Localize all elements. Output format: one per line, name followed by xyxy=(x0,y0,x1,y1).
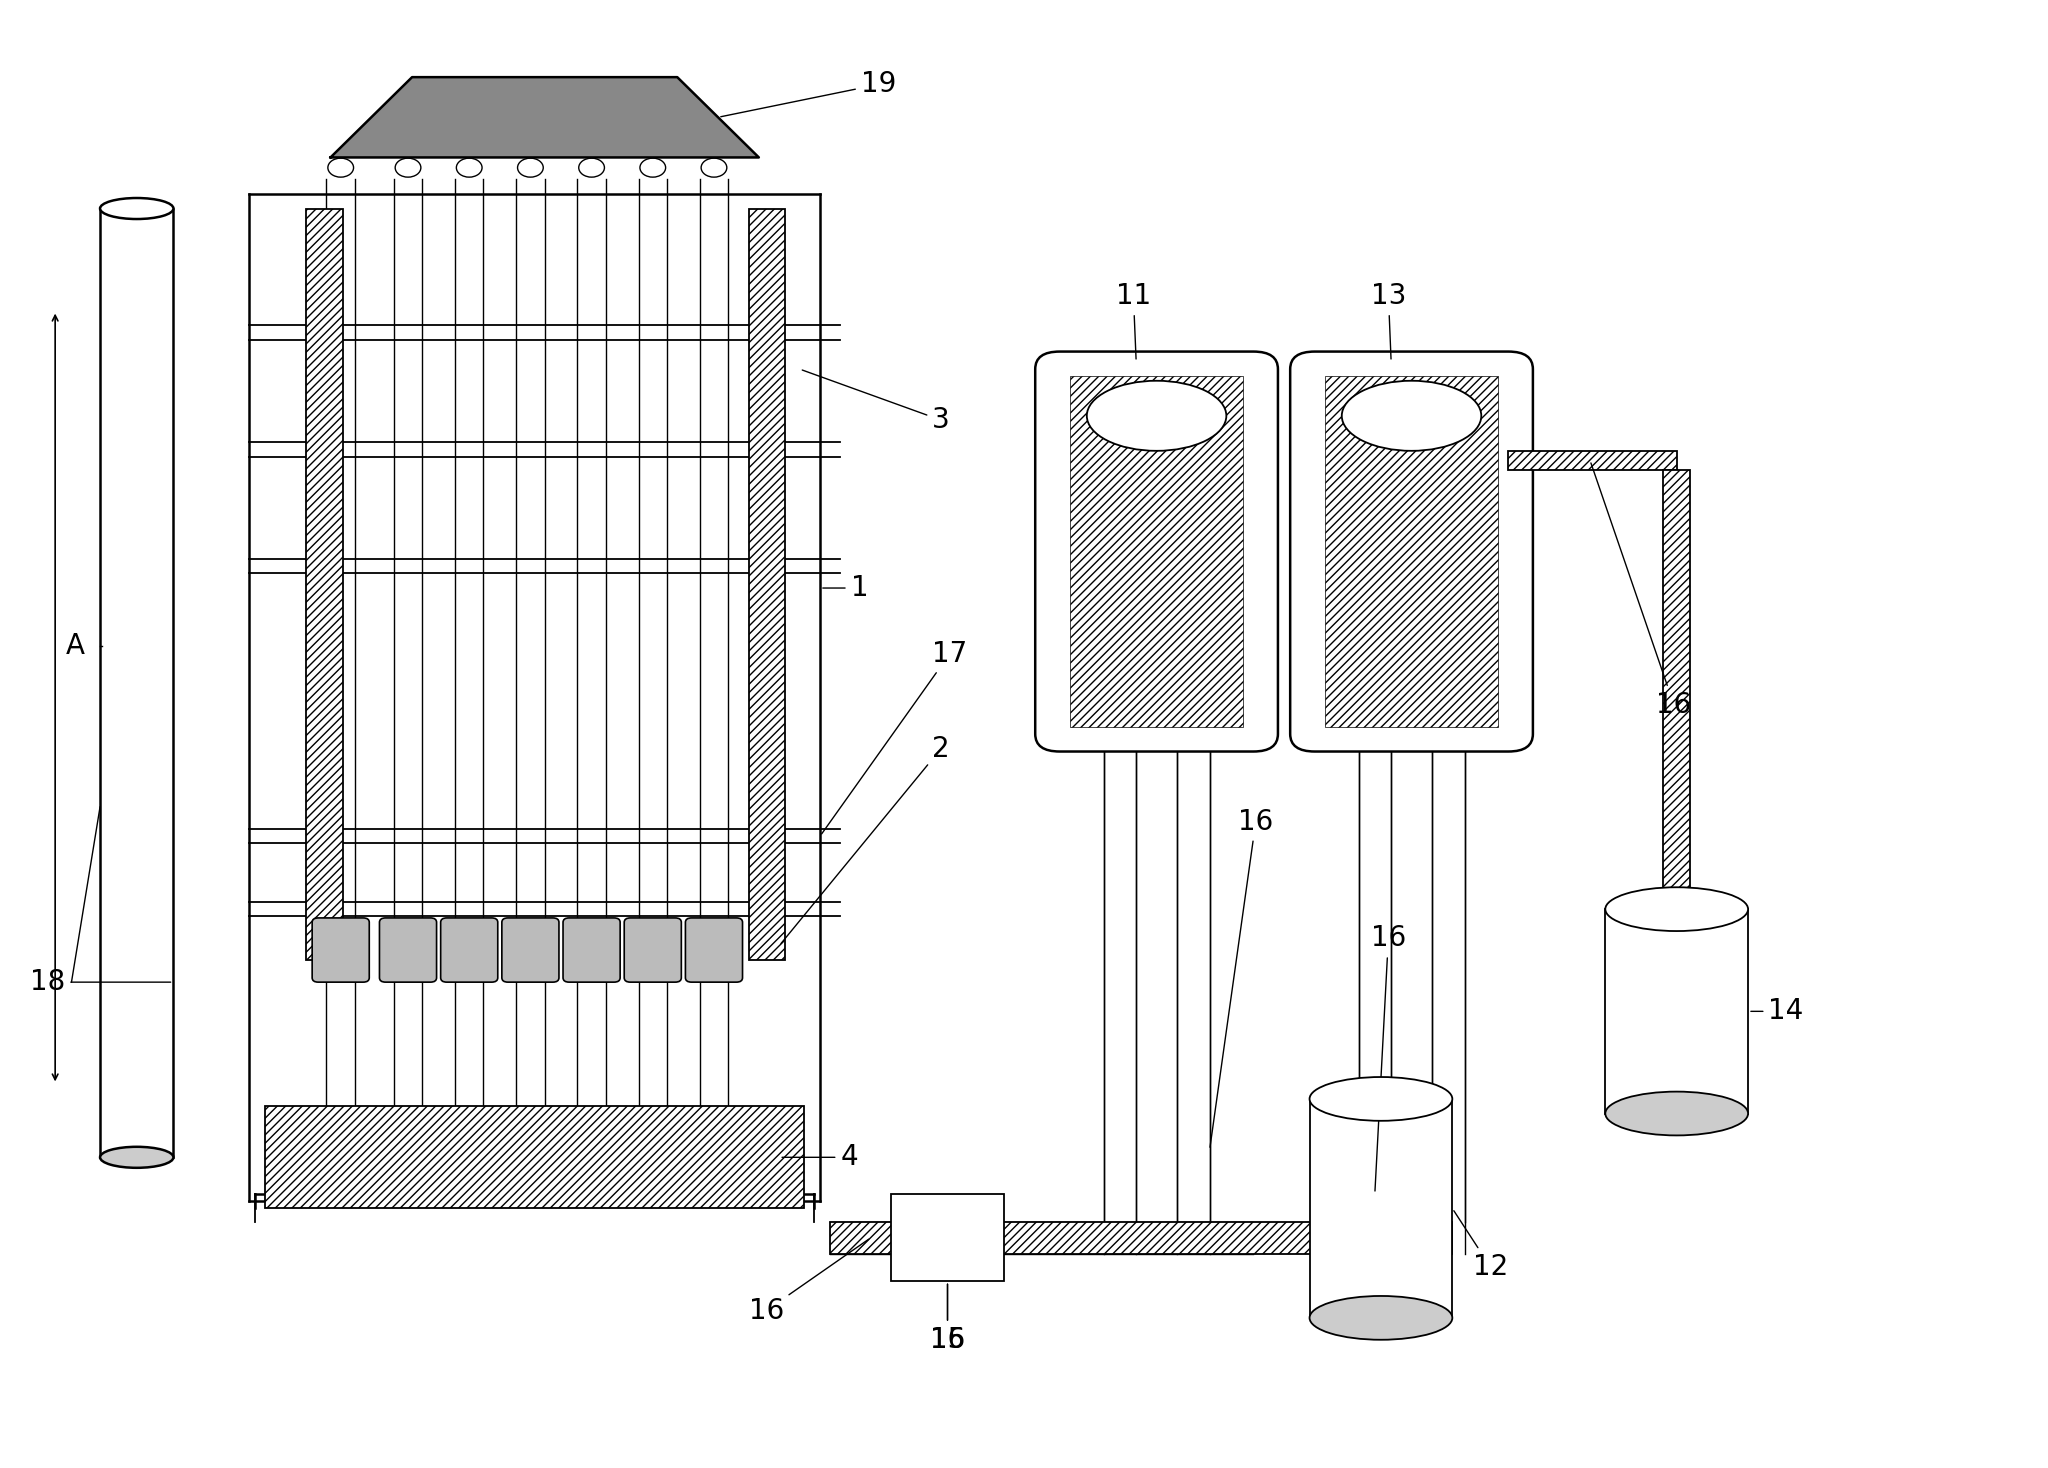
Text: 11: 11 xyxy=(1116,282,1151,360)
Bar xyxy=(750,208,784,960)
Text: 18: 18 xyxy=(31,967,170,997)
Bar xyxy=(1606,909,1749,1114)
Ellipse shape xyxy=(700,159,727,178)
FancyBboxPatch shape xyxy=(311,918,369,982)
Bar xyxy=(266,1107,803,1208)
FancyBboxPatch shape xyxy=(563,918,621,982)
Text: 17: 17 xyxy=(821,640,967,834)
FancyBboxPatch shape xyxy=(686,918,743,982)
Bar xyxy=(891,1193,1004,1282)
Bar xyxy=(1509,451,1677,470)
Text: 13: 13 xyxy=(1370,282,1407,360)
Bar xyxy=(829,1221,1452,1254)
Text: A: A xyxy=(66,633,84,661)
Bar xyxy=(1069,376,1243,727)
Ellipse shape xyxy=(328,159,354,178)
FancyBboxPatch shape xyxy=(1290,351,1532,752)
FancyBboxPatch shape xyxy=(440,918,498,982)
Text: 15: 15 xyxy=(930,1284,965,1353)
Ellipse shape xyxy=(518,159,543,178)
Bar xyxy=(305,208,342,960)
FancyBboxPatch shape xyxy=(502,918,559,982)
Ellipse shape xyxy=(639,159,666,178)
Text: 2: 2 xyxy=(780,734,950,944)
Ellipse shape xyxy=(1606,887,1749,931)
Bar xyxy=(1309,1100,1452,1318)
Ellipse shape xyxy=(457,159,481,178)
Bar xyxy=(1325,376,1499,727)
Text: 4: 4 xyxy=(782,1144,858,1171)
Bar xyxy=(1368,1100,1395,1221)
Text: 12: 12 xyxy=(1454,1211,1507,1280)
FancyBboxPatch shape xyxy=(625,918,682,982)
Text: 3: 3 xyxy=(803,370,950,435)
FancyBboxPatch shape xyxy=(1034,351,1278,752)
Text: 14: 14 xyxy=(1751,997,1804,1025)
Ellipse shape xyxy=(395,159,422,178)
Text: 16: 16 xyxy=(930,1284,965,1353)
Ellipse shape xyxy=(100,198,174,219)
Ellipse shape xyxy=(1606,1092,1749,1135)
Text: 1: 1 xyxy=(823,574,868,602)
Ellipse shape xyxy=(1309,1296,1452,1340)
Bar xyxy=(1663,470,1690,909)
Ellipse shape xyxy=(100,1147,174,1169)
Ellipse shape xyxy=(1309,1078,1452,1120)
Ellipse shape xyxy=(580,159,604,178)
Text: 16: 16 xyxy=(1591,462,1692,719)
FancyBboxPatch shape xyxy=(379,918,436,982)
Text: 16: 16 xyxy=(1370,925,1407,1191)
Text: 16: 16 xyxy=(750,1239,868,1324)
Ellipse shape xyxy=(1087,380,1227,451)
Ellipse shape xyxy=(1341,380,1481,451)
Text: 19: 19 xyxy=(721,70,897,117)
Polygon shape xyxy=(330,78,760,157)
Text: 16: 16 xyxy=(1210,807,1274,1148)
